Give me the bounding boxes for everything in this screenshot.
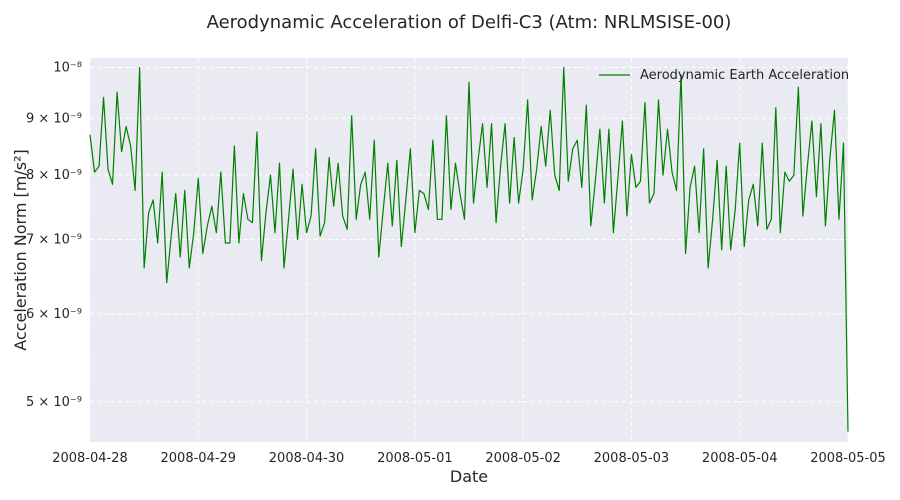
x-tick-label: 2008-05-01 (377, 451, 453, 466)
y-tick-label: 7 × 10⁻⁹ (26, 233, 82, 248)
y-tick-label: 10⁻⁸ (53, 61, 82, 76)
x-tick-label: 2008-05-02 (485, 451, 561, 466)
x-tick-label: 2008-05-03 (594, 451, 670, 466)
x-tick-label: 2008-05-05 (810, 451, 886, 466)
y-axis-label: Acceleration Norm [m/s²] (11, 149, 30, 350)
x-tick-label: 2008-04-30 (269, 451, 345, 466)
series-line-0 (89, 66, 849, 432)
legend-label: Aerodynamic Earth Acceleration (640, 68, 849, 83)
legend: Aerodynamic Earth Acceleration (599, 68, 849, 83)
x-tick-label: 2008-04-29 (161, 451, 237, 466)
x-axis-ticks: 2008-04-28 2008-04-29 2008-04-30 2008-05-01… (52, 451, 886, 466)
x-axis-label: Date (450, 467, 488, 486)
chart-title: Aerodynamic Acceleration of Delfi-C3 (At… (207, 12, 732, 33)
y-tick-label: 9 × 10⁻⁹ (26, 111, 82, 126)
series-layer (89, 66, 849, 432)
y-axis-ticks: 10⁻⁸ 9 × 10⁻⁹ 8 × 10⁻⁹ 7 × 10⁻⁹ 6 × 10⁻⁹ 5 × … (26, 61, 82, 410)
x-tick-label: 2008-05-04 (702, 451, 778, 466)
y-tick-label: 5 × 10⁻⁹ (26, 395, 82, 410)
y-tick-label: 8 × 10⁻⁹ (26, 168, 82, 183)
x-tick-label: 2008-04-28 (52, 451, 128, 466)
y-tick-label: 6 × 10⁻⁹ (26, 307, 82, 322)
